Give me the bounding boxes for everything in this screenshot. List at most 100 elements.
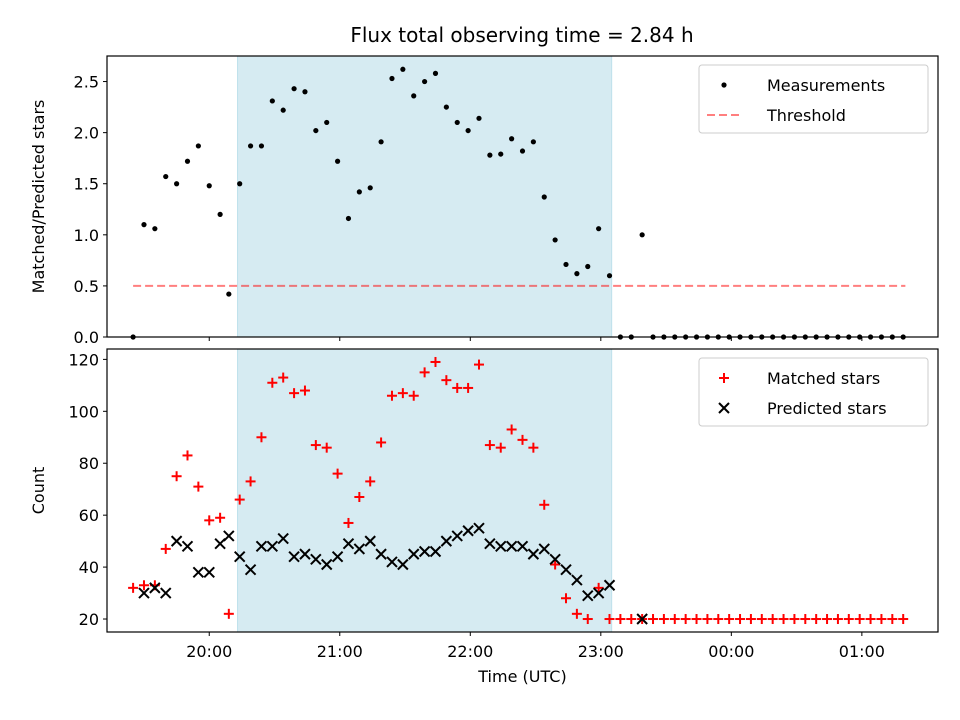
predicted-point xyxy=(203,566,215,578)
legend-marker-predicted-b xyxy=(718,402,730,414)
measurement-point xyxy=(552,237,558,243)
predicted-point xyxy=(266,540,279,553)
matched-point xyxy=(278,372,289,383)
measurement-point xyxy=(487,152,493,158)
predicted-point xyxy=(451,530,463,542)
matched-point xyxy=(408,390,419,401)
predicted-point xyxy=(440,535,453,547)
measurement-point xyxy=(195,143,201,149)
matched-point xyxy=(397,388,408,399)
measurement-point xyxy=(498,151,504,157)
matched-point xyxy=(452,382,463,393)
y-tick-label: 1.5 xyxy=(74,175,99,194)
predicted-point-b xyxy=(192,566,205,578)
predicted-point xyxy=(636,613,648,625)
measurement-point xyxy=(174,181,180,187)
measurement-point xyxy=(378,139,384,145)
predicted-point-b xyxy=(418,545,431,558)
matched-point xyxy=(626,614,637,625)
matched-point xyxy=(767,614,778,625)
measurement-point xyxy=(345,215,352,222)
y-tick-label: 20 xyxy=(79,610,99,629)
observing-span xyxy=(237,55,613,338)
predicted-point xyxy=(560,563,572,576)
matched-point xyxy=(550,559,561,570)
legend-box xyxy=(698,64,929,134)
predicted-point-b xyxy=(603,579,616,591)
matched-point xyxy=(430,356,441,367)
predicted-point xyxy=(516,540,529,553)
matched-point xyxy=(267,377,278,388)
y-tick-label: 2.0 xyxy=(74,124,99,143)
predicted-point xyxy=(277,532,289,545)
measurement-point xyxy=(141,222,147,228)
measurement-point xyxy=(258,143,265,149)
matched-point xyxy=(215,512,226,523)
y-tick-label: 80 xyxy=(79,454,99,473)
predicted-point-b xyxy=(549,553,561,566)
predicted-point xyxy=(138,587,150,599)
legend: Measurements Threshold xyxy=(698,64,929,134)
x-tick-label: 20:00 xyxy=(186,642,232,661)
legend-box xyxy=(698,357,929,427)
legend-label-predicted: Predicted stars xyxy=(767,399,887,418)
matched-point xyxy=(234,494,245,505)
matched-point xyxy=(376,437,387,448)
predicted-point xyxy=(505,540,518,553)
predicted-point-b xyxy=(440,535,453,547)
matched-point xyxy=(724,614,735,625)
measurement-point xyxy=(163,173,169,180)
predicted-point-b xyxy=(636,613,648,625)
matched-point xyxy=(691,614,702,625)
matched-point xyxy=(658,614,669,625)
top-panel-ratio: 0.0 0.5 1.0 1.5 2.0 2.5 Matched/Predicted star… xyxy=(29,55,939,347)
measurement-point xyxy=(247,143,254,149)
predicted-point-b xyxy=(170,535,183,547)
measurement-point xyxy=(291,86,297,92)
predicted-point xyxy=(353,543,366,555)
y-tick-label: 100 xyxy=(68,402,99,421)
matched-point xyxy=(669,614,680,625)
matched-point xyxy=(506,424,517,435)
y-tick-label: 40 xyxy=(79,558,99,577)
matched-point xyxy=(648,614,659,625)
measurement-point xyxy=(367,185,373,191)
matched-point xyxy=(223,608,234,619)
x-axis-label: Time (UTC) xyxy=(477,667,566,686)
y-tick-label: 2.5 xyxy=(74,73,99,92)
matched-point xyxy=(484,440,495,451)
predicted-point xyxy=(527,548,540,560)
measurement-point xyxy=(476,115,482,121)
matched-point xyxy=(256,432,267,443)
matched-point xyxy=(245,476,256,487)
matched-point xyxy=(713,614,724,625)
measurement-point xyxy=(184,158,191,164)
predicted-point-b xyxy=(386,556,398,568)
matched-point xyxy=(843,614,854,625)
predicted-point-b xyxy=(244,563,257,576)
matched-point xyxy=(561,593,572,604)
y-tick-label: 60 xyxy=(79,506,99,525)
matched-point xyxy=(138,580,149,591)
series-matched-stars xyxy=(128,356,909,625)
matched-point xyxy=(778,614,789,625)
predicted-point xyxy=(331,550,344,563)
predicted-point xyxy=(149,582,161,594)
matched-point xyxy=(441,375,452,386)
matched-point xyxy=(539,499,550,510)
predicted-point-b xyxy=(181,540,194,553)
predicted-point-b xyxy=(288,550,300,563)
predicted-point-b xyxy=(538,543,550,555)
predicted-point-b xyxy=(342,538,355,550)
predicted-point xyxy=(582,589,594,602)
measurement-point xyxy=(509,136,515,142)
measurement-point xyxy=(585,263,591,270)
matched-point xyxy=(702,614,713,625)
matched-point xyxy=(419,367,430,378)
matched-point xyxy=(865,614,876,625)
x-tick-label: 21:00 xyxy=(317,642,363,661)
measurement-point xyxy=(226,291,232,297)
matched-point xyxy=(204,515,215,526)
predicted-point-b xyxy=(299,548,311,560)
